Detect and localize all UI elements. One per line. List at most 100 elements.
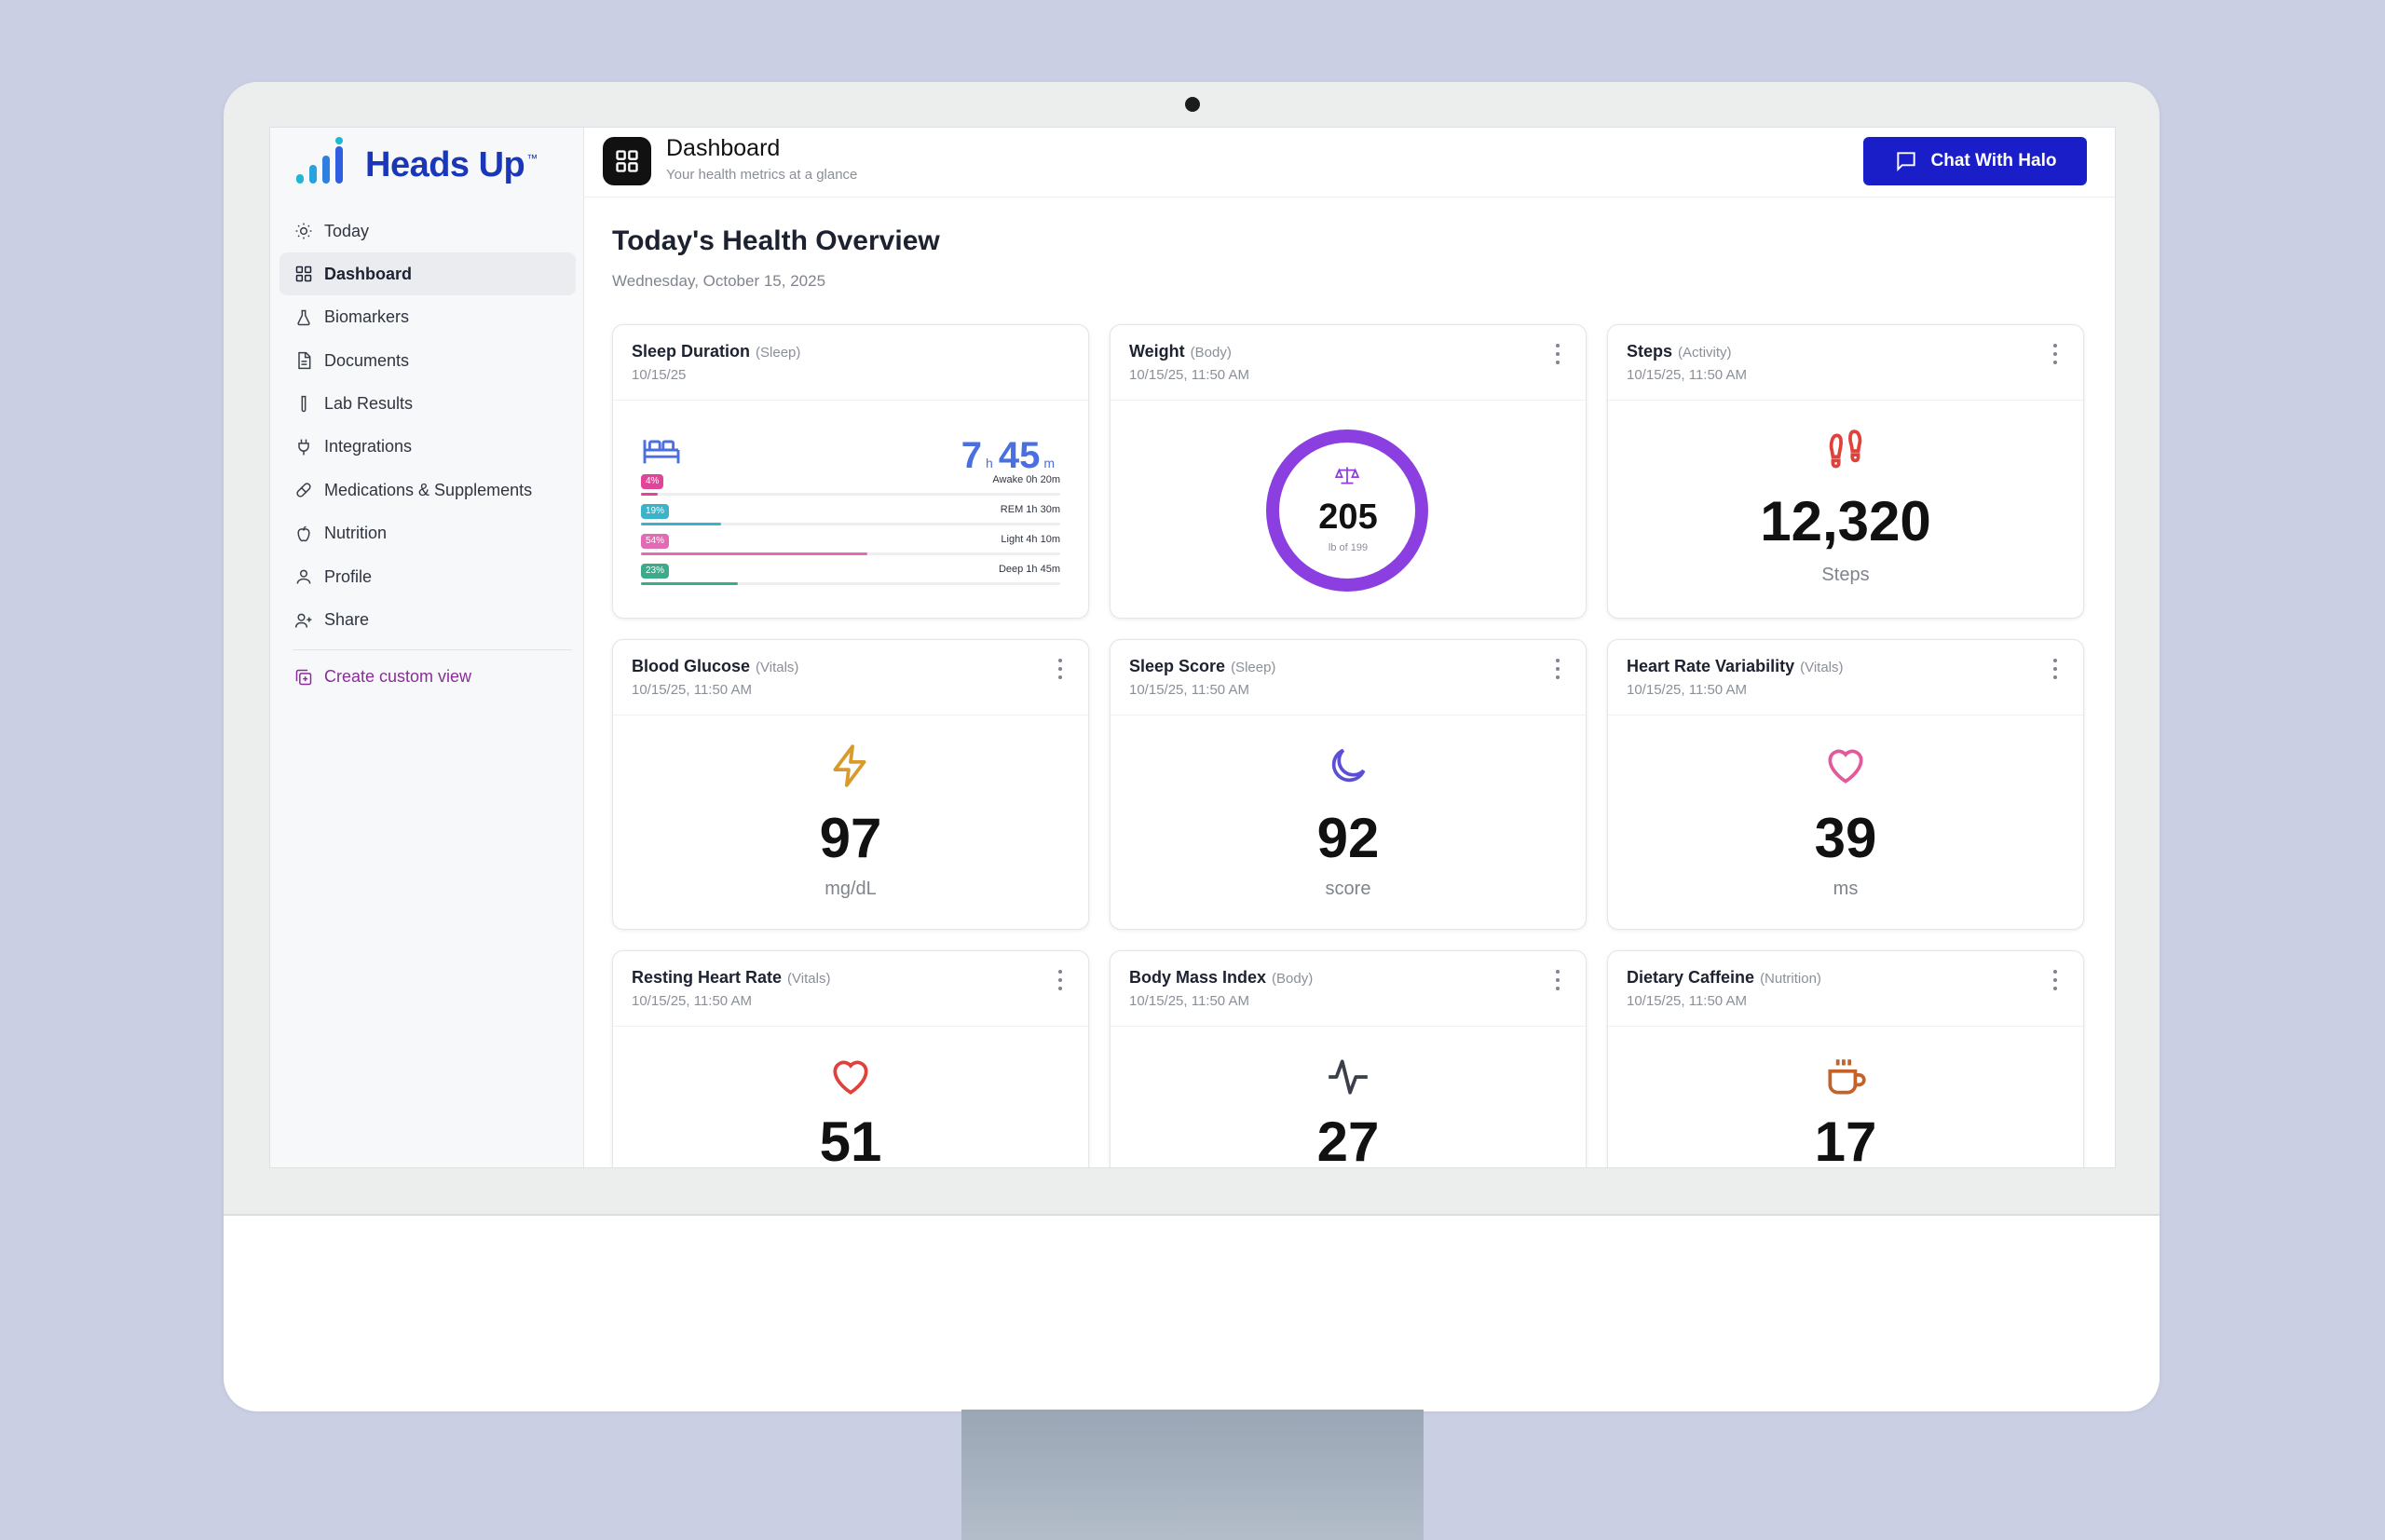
sleep-stage-row: 19% REM 1h 30m [641,504,1060,530]
sleep-duration-card[interactable]: Sleep Duration (Sleep) 10/15/25 7 h 45 m 4% A… [612,324,1089,619]
card-title: Blood Glucose (Vitals) [632,657,798,676]
sidebar-item-nutrition[interactable]: Nutrition [279,512,576,555]
card-timestamp: 10/15/25 [632,367,687,383]
steps-card[interactable]: Steps (Activity) 10/15/25, 11:50 AM 12,32… [1607,324,2084,619]
sleep-stage-label: Awake 0h 20m [992,474,1060,485]
sleep-stage-fill [641,552,867,555]
sidebar-item-label: Nutrition [324,524,388,543]
moon-icon [1331,748,1366,783]
sleep-stage-row: 23% Deep 1h 45m [641,564,1060,590]
coffee-cup-icon [1828,1059,1866,1095]
hrv-unit: ms [1833,879,1859,899]
logo[interactable]: Heads Up ™ [293,137,538,191]
card-title-text: Body Mass Index [1129,968,1267,987]
sleep-stage-percent: 19% [641,504,670,519]
sidebar-item-lab-results[interactable]: Lab Results [279,383,576,426]
card-category: (Vitals) [787,971,831,987]
weight-progress-ring [1266,429,1428,592]
card-menu-button[interactable] [1056,659,1064,679]
card-category: (Activity) [1678,345,1732,361]
card-menu-button[interactable] [1554,970,1561,990]
blood-glucose-card[interactable]: Blood Glucose (Vitals) 10/15/25, 11:50 AM… [612,639,1089,930]
dashboard-header-icon [603,137,651,185]
create-custom-view-button[interactable]: Create custom view [279,656,576,699]
card-menu-button[interactable] [2051,970,2059,990]
sidebar-item-label: Today [324,221,370,240]
page-title: Dashboard [666,135,781,161]
hrv-card[interactable]: Heart Rate Variability (Vitals) 10/15/25,… [1607,639,2084,930]
sidebar-item-today[interactable]: Today [279,210,576,252]
grid-icon [295,266,312,282]
card-title: Sleep Duration (Sleep) [632,342,800,361]
logo-trademark: ™ [526,152,538,165]
resting-heart-rate-value: 51 [819,1111,882,1167]
card-timestamp: 10/15/25, 11:50 AM [1627,993,1747,1009]
sleep-stage-label: Light 4h 10m [1001,534,1060,545]
card-menu-button[interactable] [1056,970,1064,990]
card-timestamp: 10/15/25, 11:50 AM [1129,993,1249,1009]
sun-icon [295,223,312,239]
card-header: Heart Rate Variability (Vitals) 10/15/25,… [1608,640,2083,715]
resting-heart-rate-card[interactable]: Resting Heart Rate (Vitals) 10/15/25, 11:… [612,950,1089,1167]
grid-icon [616,150,638,172]
sidebar-item-medications[interactable]: Medications & Supplements [279,469,576,511]
sidebar-item-biomarkers[interactable]: Biomarkers [279,296,576,339]
sleep-stage-percent: 4% [641,474,664,489]
card-header: Resting Heart Rate (Vitals) 10/15/25, 11:… [613,951,1088,1027]
sidebar-item-profile[interactable]: Profile [279,555,576,598]
card-category: (Body) [1190,345,1232,361]
sleep-stage-track [641,552,1060,555]
page-subtitle: Your health metrics at a glance [666,167,858,183]
card-category: (Sleep) [1231,660,1276,675]
weight-card[interactable]: Weight (Body) 10/15/25, 11:50 AM 205 lb o… [1110,324,1587,619]
sleep-minutes: 45 [998,435,1041,476]
card-menu-button[interactable] [1554,659,1561,679]
card-title: Steps (Activity) [1627,342,1732,361]
sidebar-item-dashboard[interactable]: Dashboard [279,252,576,296]
sleep-stage-percent: 54% [641,534,670,549]
card-title-text: Dietary Caffeine [1627,968,1755,987]
sleep-stage-label: REM 1h 30m [1000,504,1060,515]
sleep-stage-fill [641,582,738,585]
hrv-value: 39 [1814,807,1877,869]
sidebar-item-label: Profile [324,566,373,586]
sleep-score-card[interactable]: Sleep Score (Sleep) 10/15/25, 11:50 AM 92… [1110,639,1587,930]
weight-goal: lb of 199 [1328,542,1369,553]
sidebar-nav: Today Dashboard Biomarkers Documents Lab… [279,210,576,699]
sleep-stage-fill [641,523,721,525]
sidebar-item-integrations[interactable]: Integrations [279,426,576,469]
card-category: (Body) [1272,971,1314,987]
bar-chart-logo-icon [296,137,343,184]
sleep-minutes-unit: m [1043,456,1055,470]
scale-icon [1335,467,1359,484]
sleep-stage-track [641,523,1060,525]
plug-icon [298,439,309,456]
dietary-caffeine-card[interactable]: Dietary Caffeine (Nutrition) 10/15/25, 11… [1607,950,2084,1167]
card-title-text: Sleep Duration [632,342,751,361]
camera-dot [1185,97,1200,112]
main-content: Today's Health Overview Wednesday, Octob… [584,198,2115,1167]
sleep-score-value: 92 [1316,807,1380,869]
card-timestamp: 10/15/25, 11:50 AM [1627,367,1747,383]
card-title: Sleep Score (Sleep) [1129,657,1275,676]
pill-icon [296,483,311,497]
sleep-stage-percent: 23% [641,564,670,579]
card-timestamp: 10/15/25, 11:50 AM [1129,367,1249,383]
card-menu-button[interactable] [1554,344,1561,364]
heart-icon [833,1060,868,1095]
card-timestamp: 10/15/25, 11:50 AM [632,993,752,1009]
bmi-card[interactable]: Body Mass Index (Body) 10/15/25, 11:50 AM… [1110,950,1587,1167]
sidebar-item-share[interactable]: Share [279,599,576,642]
overview-title: Today's Health Overview [612,225,940,256]
app-screen: Heads Up ™ Today Dashboard Biomarkers Do… [269,127,2116,1168]
sidebar-item-documents[interactable]: Documents [279,339,576,382]
card-title-text: Resting Heart Rate [632,968,783,987]
chat-with-halo-button[interactable]: Chat With Halo [1863,137,2087,185]
create-custom-view-label: Create custom view [324,667,472,687]
sleep-stage-row: 54% Light 4h 10m [641,534,1060,560]
card-menu-button[interactable] [2051,659,2059,679]
card-menu-button[interactable] [2051,344,2059,364]
card-header: Sleep Duration (Sleep) 10/15/25 [613,325,1088,401]
steps-value: 12,320 [1760,490,1931,552]
caffeine-value: 17 [1814,1111,1877,1167]
